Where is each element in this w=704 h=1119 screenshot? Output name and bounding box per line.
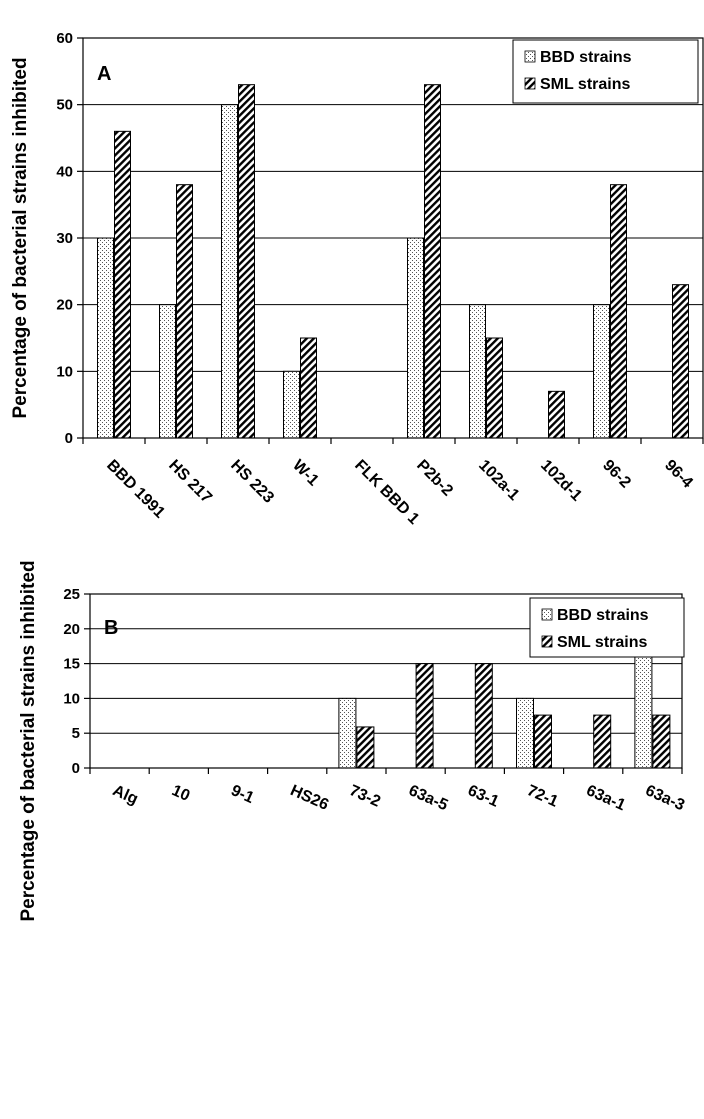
legend: BBD strains SML strains [512,39,699,104]
legend-swatch-bbd [524,50,536,63]
chart-panel-b: 0 5 10 15 20 25 Alg 10 9-1 HS26 73-2 63a-5 63-1 72-1 6… [18,560,687,921]
bar-sml [652,714,671,769]
panel-label: A [97,63,111,85]
x-tick-label: 63a-3 [643,782,687,814]
legend-label-sml: SML strains [540,76,631,93]
bar-bbd [593,304,610,439]
bar-bbd [407,237,424,439]
bar-sml [548,390,565,439]
y-tick-label: 40 [56,163,73,180]
bar-sml [424,84,441,439]
x-tick-label: 96-4 [661,457,696,492]
y-tick-label: 25 [63,586,80,603]
bar-sml [114,130,131,439]
x-tick-label: FLK BBD 1 [351,457,422,528]
bar-sml [610,184,627,439]
bar-sml [672,284,689,439]
bar-sml [415,663,434,769]
bar-sml [356,726,375,769]
bar-sml [486,337,503,439]
x-tick-label: 96-2 [599,457,634,492]
x-tick-label: 102a-1 [475,457,522,504]
x-tick-label: 10 [169,782,192,805]
x-tick-label: HS 217 [165,457,215,507]
x-tick-label: HS 223 [227,457,277,507]
legend-swatch-sml [524,77,536,90]
legend-swatch-sml [541,635,553,648]
bar-sml [474,663,493,769]
bar-bbd [338,697,357,769]
x-tick-label: P2b-2 [413,457,456,500]
bar-sml [534,714,552,769]
y-axis-label: Percentage of bacterial strains inhibite… [18,560,39,921]
bar-sml [300,337,317,439]
y-tick-label: 0 [65,430,73,447]
x-tick-label: Alg [110,782,140,808]
x-tick-label: 73-2 [347,782,383,811]
x-tick-label: 102d-1 [537,457,585,505]
y-tick-label: 10 [56,363,73,380]
bar-sml [176,184,193,439]
legend-label-bbd: BBD strains [540,49,632,66]
bar-bbd [469,304,486,439]
legend-label-bbd: BBD strains [557,607,649,624]
y-tick-label: 15 [63,656,80,673]
bar-bbd [283,370,300,439]
x-tick-label: BBD 1991 [103,457,168,522]
y-tick-label: 5 [72,725,80,742]
legend-swatch-bbd [541,608,553,621]
y-tick-label: 20 [63,621,80,638]
bar-bbd [221,104,238,439]
y-axis-label: Percentage of bacterial strains inhibite… [10,57,31,418]
y-tick-label: 60 [56,30,73,47]
bar-bbd [159,304,176,439]
y-tick-label: 50 [56,97,73,114]
x-tick-label: W-1 [289,457,322,490]
bar-bbd [97,237,114,439]
legend-label-sml: SML strains [557,634,648,651]
y-tick-label: 20 [56,297,73,314]
x-tick-label: 72-1 [524,782,560,811]
x-tick-label: 9-1 [228,782,256,807]
x-tick-label: 63a-1 [584,782,628,814]
y-tick-label: 30 [56,230,73,247]
bar-bbd [516,697,534,769]
y-tick-label: 0 [72,760,80,777]
panel-label: B [104,617,118,639]
x-tick-label: 63-1 [465,782,501,811]
bar-sml [238,84,255,439]
x-tick-label: HS26 [288,782,332,814]
y-tick-label: 10 [63,690,80,707]
bar-sml [593,714,612,769]
legend: BBD strains SML strains [529,597,685,658]
x-tick-label: 63a-5 [406,782,450,814]
